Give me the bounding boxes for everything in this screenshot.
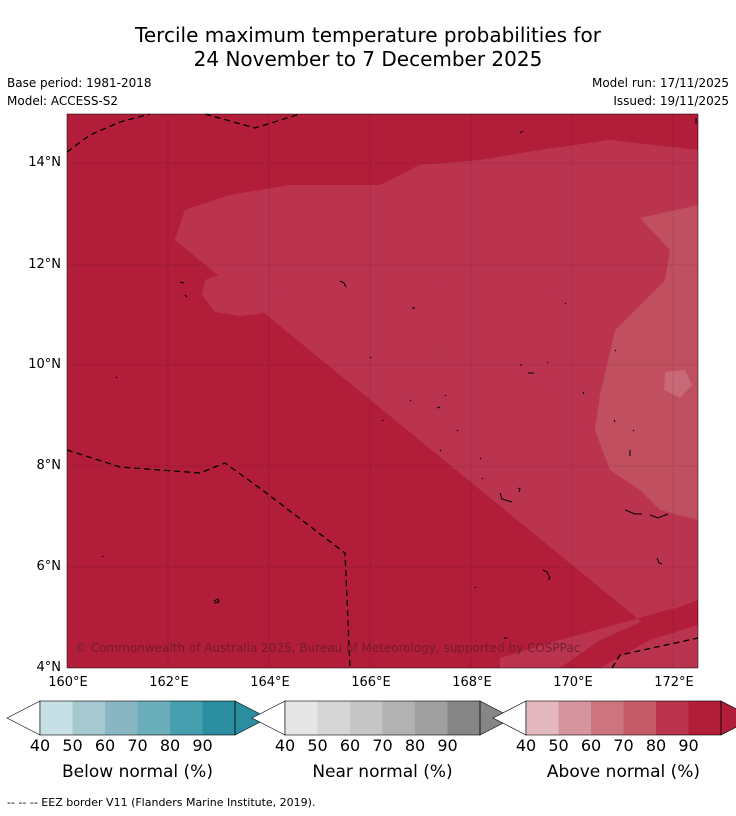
- y-tick-10n: 10°N: [28, 357, 61, 372]
- colorbar-below-tick: 40: [29, 736, 51, 755]
- colorbar-above: [492, 700, 736, 736]
- probability-map: [67, 114, 698, 668]
- issued-date: Issued: 19/11/2025: [613, 94, 729, 108]
- colorbar-below-segment: [202, 701, 235, 735]
- colorbar-near-tick: 40: [274, 736, 296, 755]
- colorbar-above-segment: [623, 701, 656, 735]
- colorbar-near-label: Near normal (%): [312, 762, 453, 782]
- above-60-region: [664, 370, 692, 398]
- map-frame: [66, 113, 699, 669]
- colorbar-below-tick: 80: [159, 736, 181, 755]
- colorbar-below-border: [39, 700, 236, 736]
- colorbar-below-low-extend: [6, 700, 41, 736]
- x-tick-164e: 164°E: [250, 675, 290, 690]
- colorbar-below-segment: [105, 701, 138, 735]
- colorbar-above-low-extend: [492, 700, 527, 736]
- eez-borders: [67, 114, 698, 668]
- colorbar-below-segment: [170, 701, 203, 735]
- colorbar-above-border: [525, 700, 722, 736]
- x-tick-172e: 172°E: [654, 675, 694, 690]
- colorbar-below-segment: [40, 701, 73, 735]
- colorbar-near-segment: [350, 701, 383, 735]
- colorbar-below-tick: 60: [94, 736, 116, 755]
- x-tick-160e: 160°E: [48, 675, 88, 690]
- colorbar-above-tick: 40: [515, 736, 537, 755]
- colorbar-below-tick: 90: [192, 736, 213, 755]
- colorbar-below-tick: 70: [127, 736, 148, 755]
- colorbar-near-tick: 70: [372, 736, 393, 755]
- above-80-small: [530, 289, 558, 308]
- above-70-region: [595, 205, 698, 520]
- map-title-line2: 24 November to 7 December 2025: [193, 47, 543, 71]
- graticule: [67, 114, 698, 668]
- y-tick-12n: 12°N: [28, 257, 61, 272]
- above-80-south: [600, 625, 698, 668]
- colorbar-near-low-extend: [251, 700, 286, 736]
- colorbar-above-high-extend: [720, 700, 736, 736]
- colorbar-near-tick: 60: [339, 736, 361, 755]
- colorbar-above-segment: [591, 701, 624, 735]
- colorbar-above-tick: 70: [613, 736, 634, 755]
- colorbar-above-label: Above normal (%): [546, 762, 701, 782]
- y-tick-14n: 14°N: [28, 155, 61, 170]
- colorbar-above-segment: [656, 701, 689, 735]
- colorbar-near-tick: 50: [307, 736, 328, 755]
- eez-footnote: -- -- -- EEZ border V11 (Flanders Marine…: [7, 796, 316, 809]
- colorbar-near-segment: [415, 701, 448, 735]
- colorbar-near-segment: [317, 701, 350, 735]
- y-tick-6n: 6°N: [36, 559, 62, 574]
- base-period: Base period: 1981-2018: [7, 76, 152, 90]
- islands: [101, 118, 697, 639]
- y-tick-4n: 4°N: [36, 660, 62, 675]
- colorbar-near-segment: [285, 701, 318, 735]
- colorbar-above-tick: 80: [645, 736, 667, 755]
- colorbar-below-segment: [72, 701, 105, 735]
- colorbar-near-tick: 90: [437, 736, 458, 755]
- colorbar-below-label: Below normal (%): [62, 762, 213, 782]
- colorbar-below-segment: [137, 701, 170, 735]
- x-tick-166e: 166°E: [351, 675, 391, 690]
- colorbar-below-tick: 50: [62, 736, 83, 755]
- colorbar-near-border: [284, 700, 481, 736]
- model-run: Model run: 17/11/2025: [591, 76, 729, 90]
- colorbar-above-tick: 90: [678, 736, 699, 755]
- colorbar-near-tick: 80: [404, 736, 426, 755]
- colorbar-above-segment: [688, 701, 721, 735]
- colorbar-above-segment: [558, 701, 591, 735]
- copyright-notice: © Commonwealth of Australia 2025, Bureau…: [75, 641, 581, 655]
- x-tick-162e: 162°E: [149, 675, 189, 690]
- above-80-interior: [175, 140, 698, 600]
- colorbar-near: [251, 700, 514, 736]
- map-title-line1: Tercile maximum temperature probabilitie…: [135, 23, 601, 47]
- y-tick-8n: 8°N: [36, 458, 62, 473]
- colorbar-above-tick: 60: [580, 736, 602, 755]
- above-80-blob: [202, 273, 275, 316]
- colorbar-near-segment: [447, 701, 480, 735]
- x-tick-170e: 170°E: [553, 675, 593, 690]
- colorbar-below: [6, 700, 269, 736]
- colorbar-above-segment: [526, 701, 559, 735]
- colorbar-near-segment: [382, 701, 415, 735]
- colorbar-above-tick: 50: [548, 736, 569, 755]
- x-tick-168e: 168°E: [452, 675, 492, 690]
- model-name: Model: ACCESS-S2: [7, 94, 119, 108]
